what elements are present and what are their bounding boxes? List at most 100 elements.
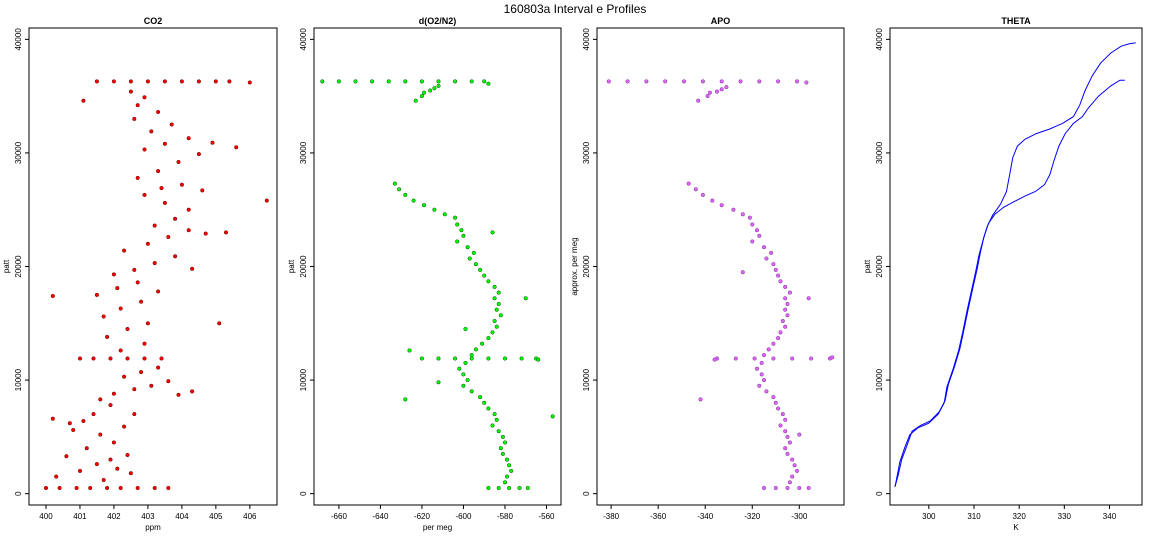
data-point <box>200 188 205 193</box>
data-point <box>773 267 778 272</box>
data-point <box>498 313 503 318</box>
data-point <box>135 103 140 108</box>
data-point <box>471 250 476 255</box>
data-point <box>492 284 497 289</box>
data-point <box>162 141 167 146</box>
data-point <box>790 356 795 361</box>
x-tick-label: -620 <box>414 512 431 521</box>
data-point <box>785 485 790 491</box>
x-tick-label: 320 <box>1012 512 1026 521</box>
data-point <box>500 451 505 456</box>
y-tick-label: 20000 <box>875 255 884 278</box>
data-point <box>766 347 771 352</box>
data-point <box>142 95 147 100</box>
y-tick-label: 30000 <box>582 141 591 164</box>
data-point <box>132 387 137 392</box>
data-point <box>500 434 505 439</box>
data-point <box>67 421 72 426</box>
data-point <box>797 432 802 437</box>
data-point <box>467 256 472 261</box>
data-point <box>152 223 157 228</box>
x-tick-label: -660 <box>331 512 348 521</box>
data-point <box>785 434 790 439</box>
x-tick-label: -300 <box>791 512 808 521</box>
data-point <box>122 248 127 253</box>
data-point <box>84 446 89 451</box>
data-point <box>761 378 767 383</box>
data-point <box>156 169 161 174</box>
data-point <box>419 94 424 99</box>
data-point <box>111 440 116 445</box>
data-point <box>152 261 157 266</box>
y-tick-label: 40000 <box>14 28 23 51</box>
y-axis-label: approx. per meg <box>570 237 579 295</box>
data-point <box>196 79 201 84</box>
data-point <box>71 427 76 433</box>
data-point <box>482 273 487 278</box>
data-point <box>403 192 408 197</box>
data-point <box>166 485 171 491</box>
data-point <box>436 380 441 385</box>
y-tick-label: 40000 <box>582 28 591 51</box>
data-point <box>738 79 743 84</box>
data-point <box>523 296 528 301</box>
panel-title: d(O2/N2) <box>419 16 457 26</box>
data-point <box>502 440 508 445</box>
x-tick-label: 340 <box>1103 512 1117 521</box>
data-point <box>461 372 466 377</box>
x-tick-label: -580 <box>497 512 514 521</box>
data-point <box>453 79 458 84</box>
data-point <box>780 412 785 417</box>
data-point <box>714 89 720 94</box>
data-point <box>719 79 724 84</box>
y-axis-label: patt <box>287 259 296 273</box>
x-tick-label: 406 <box>243 512 257 521</box>
data-point <box>145 321 150 326</box>
data-point <box>176 392 181 397</box>
plot-frame <box>28 27 278 506</box>
y-tick-label: 0 <box>875 491 884 496</box>
data-point <box>494 324 499 329</box>
data-point <box>473 262 478 267</box>
data-point <box>105 485 110 491</box>
x-tick-label: -640 <box>372 512 389 521</box>
data-point <box>81 418 86 424</box>
data-point <box>57 485 62 491</box>
data-point <box>94 79 99 84</box>
data-point <box>759 360 764 366</box>
data-point <box>186 207 191 212</box>
data-point <box>705 94 710 99</box>
data-point <box>797 485 802 491</box>
data-point <box>125 452 130 458</box>
data-point <box>436 83 441 88</box>
data-point <box>128 471 133 476</box>
data-point <box>77 468 83 473</box>
data-point <box>135 280 140 285</box>
data-point <box>719 87 724 92</box>
data-point <box>173 254 178 259</box>
series-line-2 <box>894 42 1136 487</box>
figure-title: 160803a Interval e Profiles <box>504 2 647 16</box>
data-point <box>754 228 760 233</box>
data-point <box>696 98 701 103</box>
data-point <box>752 356 757 361</box>
data-point <box>162 200 167 205</box>
data-point <box>176 159 181 165</box>
data-point <box>179 79 184 84</box>
data-point <box>469 79 474 84</box>
data-point <box>453 356 458 361</box>
data-point <box>496 290 501 295</box>
y-tick-label: 40000 <box>875 28 884 51</box>
data-point <box>778 330 783 335</box>
x-tick-label: -320 <box>744 512 761 521</box>
data-point <box>486 356 491 361</box>
data-point <box>790 474 795 479</box>
data-point <box>785 313 790 318</box>
y-tick-label: 20000 <box>299 255 308 278</box>
data-point <box>223 230 229 235</box>
data-point <box>118 306 123 311</box>
data-point <box>166 379 171 384</box>
data-point <box>122 374 127 379</box>
data-point <box>132 116 137 121</box>
